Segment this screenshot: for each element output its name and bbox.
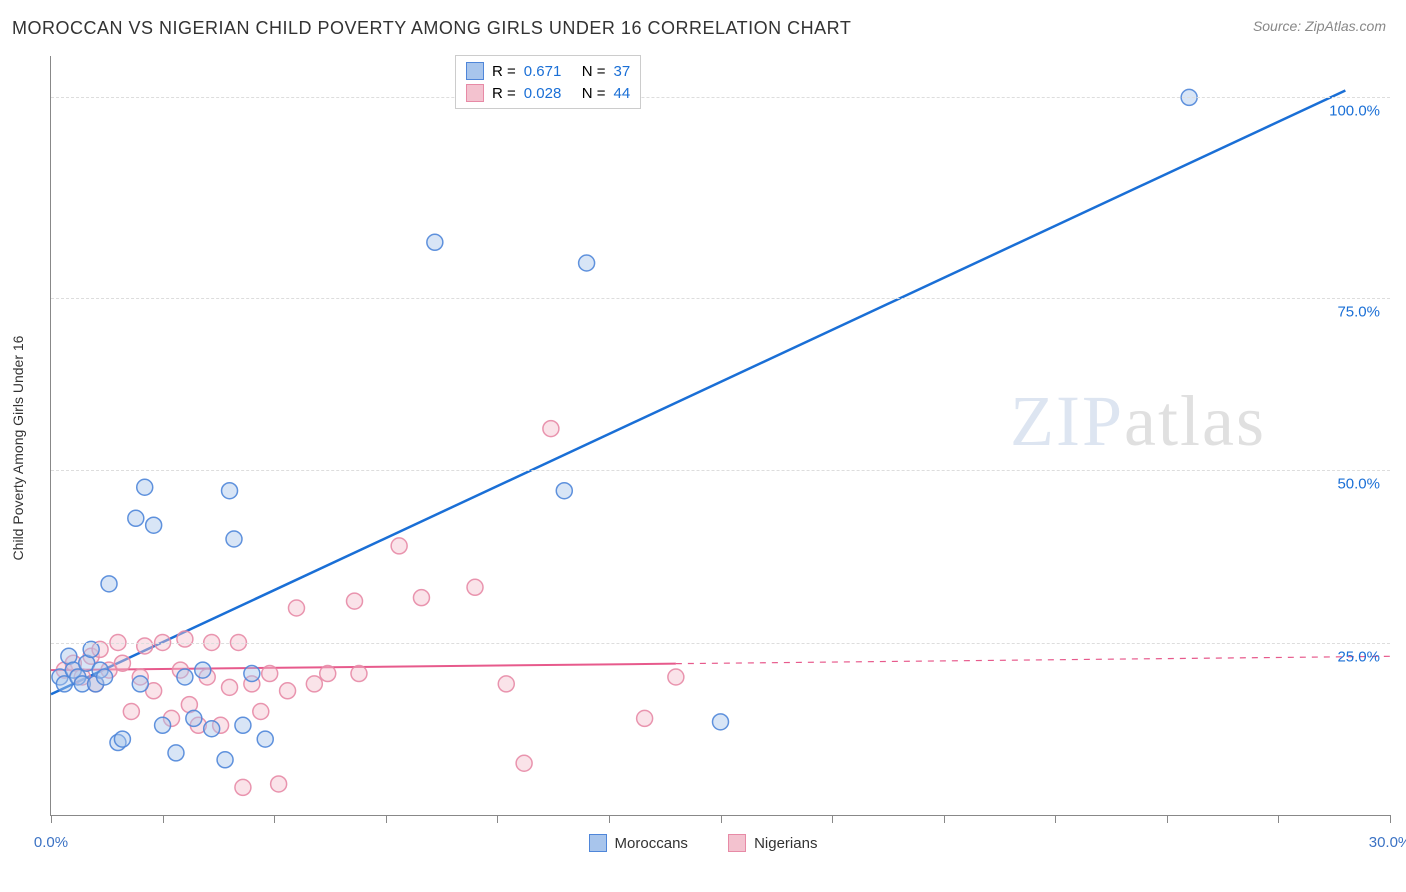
swatch-moroccans xyxy=(589,834,607,852)
r-label: R = xyxy=(492,63,516,80)
y-tick-label: 50.0% xyxy=(1337,476,1380,493)
n-value: 44 xyxy=(614,85,631,102)
y-tick-label: 100.0% xyxy=(1329,103,1380,120)
legend-item-moroccans: Moroccans xyxy=(589,834,688,852)
series-legend: Moroccans Nigerians xyxy=(0,834,1406,856)
stats-row-nigerians: R = 0.028 N = 44 xyxy=(466,82,630,104)
r-value: 0.671 xyxy=(524,63,574,80)
chart-svg xyxy=(51,56,1390,815)
n-value: 37 xyxy=(614,63,631,80)
chart-container: MOROCCAN VS NIGERIAN CHILD POVERTY AMONG… xyxy=(0,0,1406,892)
swatch-nigerians xyxy=(728,834,746,852)
n-label: N = xyxy=(582,63,606,80)
n-label: N = xyxy=(582,85,606,102)
legend-label: Moroccans xyxy=(615,835,688,852)
swatch-moroccans xyxy=(466,62,484,80)
y-tick-label: 25.0% xyxy=(1337,648,1380,665)
legend-item-nigerians: Nigerians xyxy=(728,834,817,852)
stats-legend: R = 0.671 N = 37 R = 0.028 N = 44 xyxy=(455,55,641,109)
r-value: 0.028 xyxy=(524,85,574,102)
plot-area: 25.0%50.0%75.0%100.0%0.0%30.0% xyxy=(50,56,1390,816)
source-credit: Source: ZipAtlas.com xyxy=(1253,18,1386,34)
legend-label: Nigerians xyxy=(754,835,817,852)
r-label: R = xyxy=(492,85,516,102)
stats-row-moroccans: R = 0.671 N = 37 xyxy=(466,60,630,82)
y-tick-label: 75.0% xyxy=(1337,303,1380,320)
chart-title: MOROCCAN VS NIGERIAN CHILD POVERTY AMONG… xyxy=(12,18,851,39)
swatch-nigerians xyxy=(466,84,484,102)
